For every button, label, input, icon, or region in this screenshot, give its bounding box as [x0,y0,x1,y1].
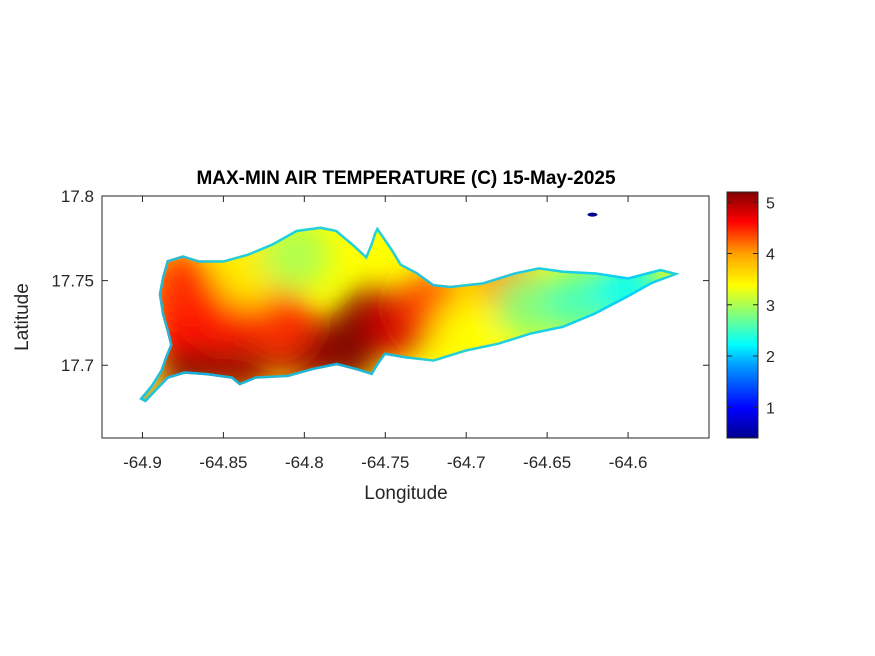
colorbar-ticks: 1 2 3 4 5 [727,195,775,417]
x-tick-label: -64.85 [199,453,247,472]
plot-area: -64.9 -64.85 -64.8 -64.75 -64.7 -64.65 -64.6 1… [51,187,710,472]
temperature-blob-9 [246,288,315,357]
x-axis-label: Longitude [364,483,447,504]
x-tick-label: -64.75 [361,453,409,472]
colorbar-tick-label: 2 [766,349,775,366]
x-tick-label: -64.65 [523,453,571,472]
colorbar-tick-label: 5 [766,195,775,212]
x-axis-ticks: -64.9 -64.85 -64.8 -64.75 -64.7 -64.65 -64.6 [123,196,647,472]
colorbar-tick-label: 4 [766,247,775,264]
colorbar-tick-label: 3 [766,298,775,315]
y-tick-label: 17.7 [61,356,94,375]
y-axis-ticks: 17.7 17.75 17.8 [51,187,709,375]
x-tick-label: -64.9 [123,453,162,472]
x-tick-label: -64.6 [609,453,648,472]
y-tick-label: 17.8 [61,187,94,206]
colorbar-gradient [726,191,759,439]
islet-point [587,212,598,217]
x-tick-label: -64.8 [285,453,324,472]
y-axis-label: Latitude [12,283,33,351]
colorbar: 1 2 3 4 5 [726,191,775,439]
y-tick-label: 17.75 [51,272,94,291]
colorbar-tick-label: 1 [766,400,775,417]
x-tick-label: -64.7 [447,453,486,472]
chart-title: MAX-MIN AIR TEMPERATURE (C) 15-May-2025 [196,168,616,189]
